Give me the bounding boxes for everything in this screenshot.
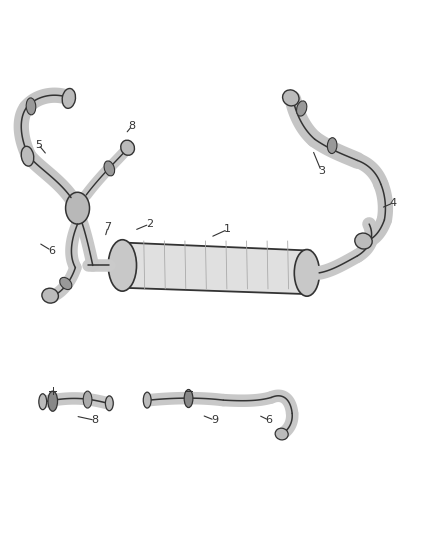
Text: 1: 1 [224, 224, 231, 235]
Ellipse shape [66, 192, 89, 224]
Ellipse shape [106, 396, 113, 411]
Ellipse shape [39, 394, 47, 410]
Ellipse shape [143, 392, 151, 408]
Ellipse shape [21, 146, 34, 166]
Text: 3: 3 [318, 166, 325, 176]
Ellipse shape [184, 390, 193, 408]
Ellipse shape [108, 240, 137, 291]
Polygon shape [121, 243, 311, 294]
Ellipse shape [42, 288, 58, 303]
Ellipse shape [26, 98, 36, 115]
Ellipse shape [104, 161, 115, 176]
Text: 2: 2 [146, 219, 153, 229]
Ellipse shape [60, 277, 72, 289]
Ellipse shape [355, 233, 372, 249]
Ellipse shape [62, 88, 75, 108]
Text: 9: 9 [211, 415, 218, 425]
Ellipse shape [275, 428, 288, 440]
Ellipse shape [297, 101, 307, 116]
Text: 8: 8 [92, 415, 99, 425]
Ellipse shape [48, 391, 57, 411]
Text: 5: 5 [35, 140, 42, 150]
Ellipse shape [121, 140, 134, 155]
Text: 8: 8 [128, 121, 135, 131]
Ellipse shape [83, 391, 92, 408]
Ellipse shape [283, 90, 299, 106]
Text: 4: 4 [389, 198, 397, 208]
Text: 6: 6 [48, 246, 55, 256]
Text: 6: 6 [265, 415, 272, 425]
Text: 7: 7 [104, 222, 112, 232]
Ellipse shape [294, 249, 320, 296]
Ellipse shape [327, 138, 337, 154]
